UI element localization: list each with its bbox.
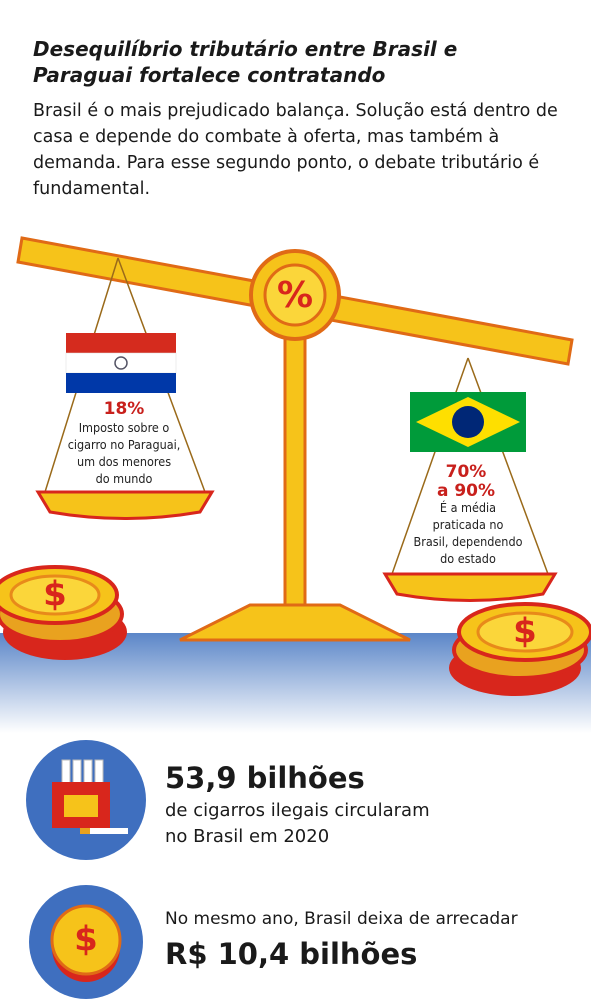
pan-right [382,572,558,602]
coin-symbol: $ [43,575,67,615]
cigarette-pack-icon [52,759,128,834]
pack-label [64,795,98,817]
text-line: Brasil, dependendo [414,534,523,549]
text-line: a 90% [437,481,495,501]
scale-hub-inner [263,263,327,327]
text-line: cigarro no Paraguai, [68,437,181,452]
coin-stack-left [0,565,127,660]
coin-symbol: $ [74,920,98,960]
flag-globe [452,406,484,438]
title: Desequilíbrio tributário entre Brasil e … [33,37,458,87]
subtitle: Brasil é o mais prejudicado balança. Sol… [33,101,558,199]
flag-paraguay [65,333,177,393]
flag-emblem [114,356,128,370]
text-line: 70% [446,462,487,482]
text-line: No mesmo ano, Brasil deixa de arrecadar [165,909,518,929]
stat-text: No mesmo ano, Brasil deixa de arrecadar [165,909,518,929]
stat-text: de cigarros ilegais circularam no Brasil … [165,800,430,847]
flag-stripe [66,333,176,353]
scale-symbol: % [277,275,313,316]
text-line: de cigarros ilegais circularam [165,800,430,821]
coin-face [9,574,101,616]
text-line: no Brasil em 2020 [165,826,329,847]
brasil-rate: 70%a 90% [437,462,495,501]
flag-stripe [66,373,176,393]
text-line: Imposto sobre o [79,420,170,435]
coin-symbol: $ [513,612,537,652]
text-line: do mundo [96,471,153,486]
loose-cigarette-filter [80,828,90,834]
text-line: É a média [440,500,496,515]
coin-stack-right [449,602,591,696]
flag-brasil [410,392,526,452]
loose-cigarette [90,828,128,834]
coin-face [476,611,574,653]
coin [50,904,122,976]
text-line: um dos menores [77,454,171,469]
scale-base [179,603,411,642]
stat-highlight: R$ 10,4 bilhões [165,937,417,971]
text-line: praticada no [433,517,504,532]
text-line: do estado [440,551,496,566]
brasil-text: É a média praticada no Brasil, dependendo d… [414,500,523,566]
paraguay-rate: 18% [104,399,145,419]
pan-left [35,490,215,520]
stat-highlight: 53,9 bilhões [165,761,365,795]
paraguay-text: Imposto sobre o cigarro no Paraguai, um do… [68,420,181,486]
scale-post [283,318,307,612]
